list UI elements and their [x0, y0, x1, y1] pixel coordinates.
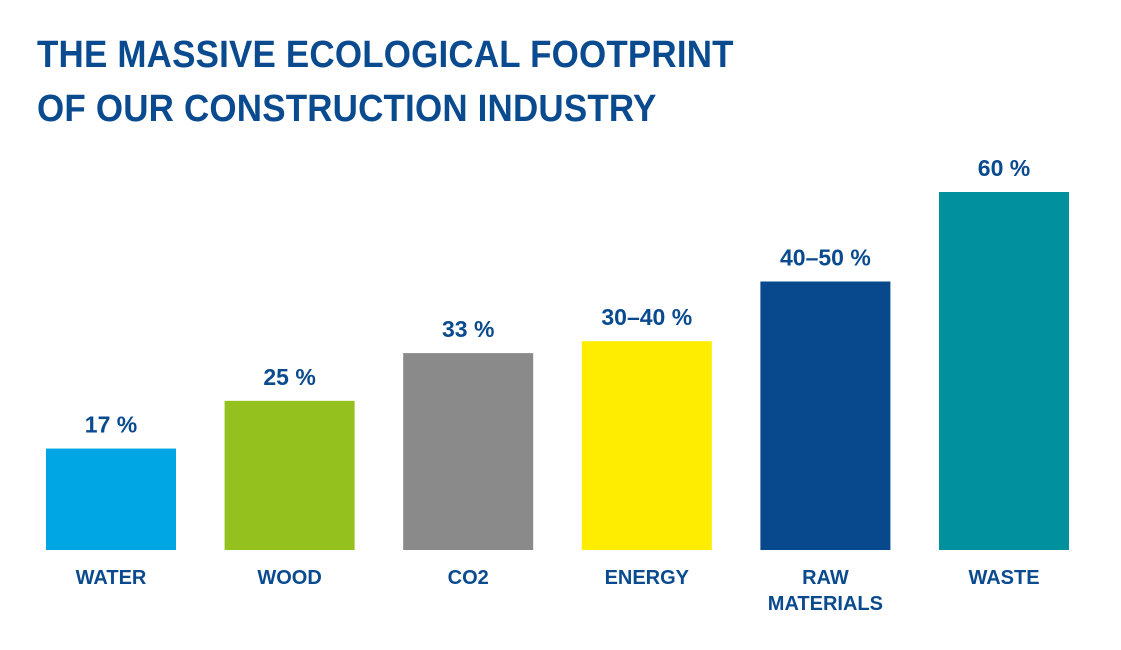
category-label: WASTE: [968, 567, 1039, 589]
bar-value-label: 25 %: [263, 364, 315, 390]
bar-value-label: 60 %: [978, 155, 1030, 181]
bar: [581, 341, 712, 550]
chart-title: THE MASSIVE ECOLOGICAL FOOTPRINT OF OUR …: [37, 28, 734, 136]
bar: [224, 400, 355, 550]
chart-title-line-1: THE MASSIVE ECOLOGICAL FOOTPRINT: [37, 34, 734, 76]
bar-value-label: 30–40 %: [601, 304, 692, 330]
chart-title-line-2: OF OUR CONSTRUCTION INDUSTRY: [37, 88, 657, 130]
bar: [760, 281, 891, 550]
category-label: MATERIALS: [768, 593, 883, 615]
category-label: CO2: [448, 567, 489, 589]
category-label: WOOD: [257, 567, 321, 589]
bar: [403, 353, 534, 550]
bar-value-label: 40–50 %: [780, 245, 871, 271]
bar: [939, 192, 1069, 550]
bar-value-label: 33 %: [442, 316, 494, 342]
bar-value-label: 17 %: [85, 412, 137, 438]
category-label: WATER: [76, 567, 147, 589]
category-label: RAW: [802, 567, 849, 589]
bar: [46, 448, 176, 550]
category-label: ENERGY: [605, 567, 690, 589]
